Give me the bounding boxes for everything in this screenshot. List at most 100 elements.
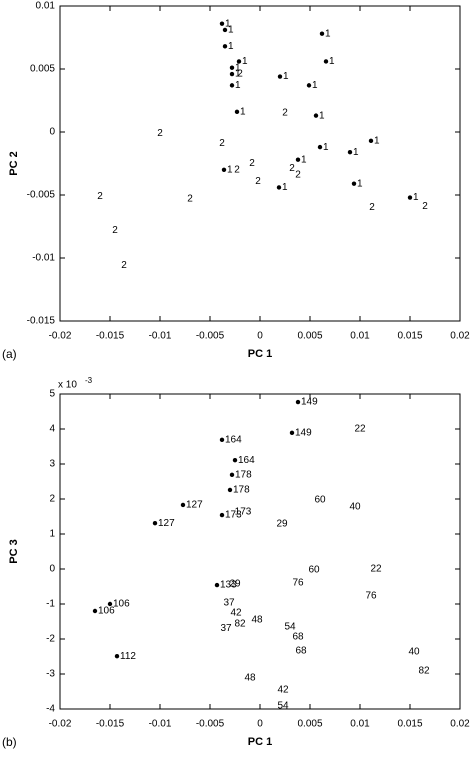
y-axis-label: PC 3 [8, 539, 20, 563]
point-marker [236, 59, 242, 64]
x-tick-label: 0.02 [450, 719, 470, 730]
point-marker [232, 457, 238, 463]
point-label: 22 [354, 424, 366, 435]
point-label: 42 [277, 685, 289, 696]
point-label: 40 [349, 502, 361, 513]
x-tick-label: -0.01 [149, 331, 172, 342]
point-label: 82 [418, 665, 430, 676]
x-tick-label: -0.02 [49, 331, 72, 342]
point-label: 2 [121, 260, 127, 271]
point-marker [114, 653, 120, 659]
point-label: 54 [284, 622, 296, 633]
point-label: 42 [230, 608, 242, 619]
y-axis-label: PC 2 [8, 151, 20, 175]
point-label: 2 [97, 191, 103, 202]
point-label: 48 [244, 672, 256, 683]
point-label: 37 [223, 598, 235, 609]
point-label: 173 [225, 510, 242, 521]
point-marker [107, 601, 113, 607]
x-tick-label: 0 [257, 331, 263, 342]
point-marker [229, 472, 235, 478]
point-label: 2 [255, 176, 261, 187]
point-label: 173 [235, 507, 252, 518]
point-marker [295, 157, 301, 162]
y-tick-label: -0.015 [27, 316, 56, 327]
chart-panel: -0.02 -0.015 -0.01 -0.005 0 0.005 0.01 0.015 0.0… [2, 1, 470, 362]
point-label: 29 [229, 579, 241, 590]
panel-label: (b) [2, 735, 17, 749]
point-marker [219, 437, 225, 443]
plot-frame [59, 5, 461, 322]
y-tick-label: 2 [49, 494, 55, 505]
point-label: 1 [240, 106, 246, 117]
point-label: 60 [314, 495, 326, 506]
point-label: 1 [374, 135, 380, 146]
point-label: 164 [225, 434, 242, 445]
point-marker [227, 487, 233, 493]
point-label: 68 [295, 646, 307, 657]
x-tick-label: 0.015 [397, 331, 422, 342]
point-marker [295, 399, 301, 405]
point-label: 60 [308, 565, 320, 576]
point-marker [219, 21, 225, 26]
x-tick-label: 0.015 [397, 719, 422, 730]
point-label: 1 [413, 192, 419, 203]
y-tick-label: 4 [49, 424, 55, 435]
point-marker [276, 185, 282, 190]
point-marker [92, 608, 98, 614]
point-label: 1 [301, 154, 307, 165]
point-label: 1 [235, 69, 241, 80]
point-label: 1 [235, 80, 241, 91]
point-label: 1 [235, 62, 241, 73]
point-label: 1 [228, 41, 234, 52]
point-label: 22 [370, 564, 382, 575]
y-tick-label: -1 [46, 599, 55, 610]
y-tick-label: -4 [46, 704, 55, 715]
point-marker [313, 113, 319, 118]
point-label: 127 [158, 518, 175, 529]
y-scale-label: x 10 [58, 380, 77, 391]
point-marker [351, 181, 357, 186]
x-axis-label: PC 1 [248, 348, 272, 360]
point-label: 1 [242, 56, 248, 67]
point-marker [222, 27, 228, 33]
point-label: 1 [353, 147, 359, 158]
point-marker [214, 582, 220, 588]
point-label: 29 [276, 518, 288, 529]
point-label: 127 [186, 500, 203, 511]
y-tick-label: 0 [49, 564, 55, 575]
point-label: 149 [295, 427, 312, 438]
x-tick-label: 0.005 [297, 331, 322, 342]
y-tick-label: 3 [49, 459, 55, 470]
point-label: 2 [234, 164, 240, 175]
chart-panel: -0.02 -0.015 -0.01 -0.005 0 0.005 0.01 0.015 0.0… [2, 376, 470, 749]
y-tick-label: 0.005 [30, 64, 55, 75]
point-label: 1 [325, 28, 331, 39]
point-label: 2 [369, 202, 375, 213]
point-label: 1 [225, 18, 231, 29]
panel-label: (a) [2, 347, 17, 361]
point-label: 82 [234, 619, 246, 630]
y-tick-label: -0.01 [32, 253, 55, 264]
point-label: 1 [319, 110, 325, 121]
y-tick-label: -0.005 [27, 190, 56, 201]
point-marker [317, 144, 323, 150]
point-label: 2 [237, 69, 243, 80]
point-label: 48 [251, 615, 263, 626]
x-tick-label: -0.02 [49, 719, 72, 730]
y-tick-label: -2 [46, 634, 55, 645]
point-label: 2 [295, 169, 301, 180]
y-scale-exponent: -3 [85, 376, 93, 385]
point-marker [323, 59, 329, 64]
point-label: 149 [301, 397, 318, 408]
point-label: 178 [233, 485, 250, 496]
point-label: 54 [277, 700, 289, 711]
point-label: 68 [292, 632, 304, 643]
point-label: 1 [228, 25, 234, 36]
point-marker [222, 44, 228, 49]
point-marker [319, 31, 325, 36]
point-label: 112 [120, 651, 136, 662]
x-tick-label: -0.005 [196, 331, 225, 342]
